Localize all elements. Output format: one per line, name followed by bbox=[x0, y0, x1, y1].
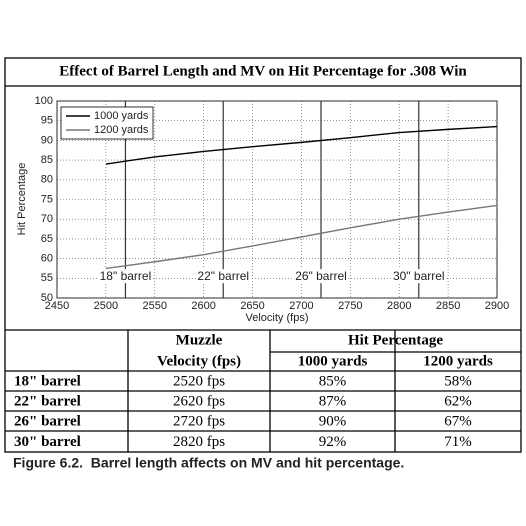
legend-label: 1000 yards bbox=[94, 110, 149, 122]
table-cell: 2620 fps bbox=[173, 393, 225, 409]
x-tick-label: 2900 bbox=[485, 300, 509, 312]
y-tick-label: 55 bbox=[41, 272, 53, 284]
row-label: 18" barrel bbox=[14, 373, 81, 389]
y-axis-label: Hit Percentage bbox=[16, 163, 28, 236]
table-cell: 87% bbox=[319, 393, 347, 409]
header-muzzle: Muzzle bbox=[176, 332, 223, 348]
table-cell: 71% bbox=[444, 434, 472, 450]
table-cell: 2720 fps bbox=[173, 413, 225, 429]
table-cell: 58% bbox=[444, 373, 472, 389]
caption: Figure 6.2. Barrel length affects on MV … bbox=[13, 455, 404, 471]
figure-frame bbox=[4, 57, 522, 453]
y-tick-label: 70 bbox=[41, 213, 53, 225]
barrel-label-bg bbox=[294, 269, 348, 284]
x-tick-label: 2450 bbox=[45, 300, 69, 312]
y-tick-label: 65 bbox=[41, 233, 53, 245]
x-tick-label: 2500 bbox=[94, 300, 118, 312]
header-sub: 1200 yards bbox=[423, 353, 493, 369]
table-cell: 85% bbox=[319, 373, 347, 389]
table-cell: 90% bbox=[319, 413, 347, 429]
y-tick-label: 60 bbox=[41, 253, 53, 265]
row-label: 30" barrel bbox=[14, 434, 81, 450]
row-label: 26" barrel bbox=[14, 413, 81, 429]
y-tick-label: 90 bbox=[41, 134, 53, 146]
y-tick-label: 80 bbox=[41, 174, 53, 186]
barrel-label: 26" barrel bbox=[295, 269, 347, 283]
table-cell: 2820 fps bbox=[173, 434, 225, 450]
x-tick-label: 2750 bbox=[338, 300, 362, 312]
series-line bbox=[105, 204, 498, 270]
x-axis-label: Velocity (fps) bbox=[246, 312, 309, 324]
table-cell: 2520 fps bbox=[173, 373, 225, 389]
header-sub: 1000 yards bbox=[298, 353, 368, 369]
barrel-label: 22" barrel bbox=[197, 269, 249, 283]
barrel-label: 18" barrel bbox=[100, 269, 152, 283]
series-line bbox=[105, 125, 498, 165]
table-cell: 62% bbox=[444, 393, 472, 409]
header-hit: Hit Percentage bbox=[348, 332, 443, 348]
x-tick-label: 2600 bbox=[191, 300, 215, 312]
chart-title: Effect of Barrel Length and MV on Hit Pe… bbox=[59, 63, 467, 79]
plot-frame bbox=[56, 100, 498, 299]
legend-box bbox=[60, 106, 154, 140]
y-tick-label: 100 bbox=[35, 95, 53, 107]
y-tick-label: 95 bbox=[41, 115, 53, 127]
x-tick-label: 2700 bbox=[289, 300, 313, 312]
legend-label: 1200 yards bbox=[94, 124, 149, 136]
barrel-label-bg bbox=[196, 269, 251, 284]
x-tick-label: 2550 bbox=[143, 300, 167, 312]
table-cell: 67% bbox=[444, 413, 472, 429]
row-label: 22" barrel bbox=[14, 393, 81, 409]
y-tick-label: 50 bbox=[41, 292, 53, 304]
y-tick-label: 85 bbox=[41, 154, 53, 166]
barrel-label-bg bbox=[391, 269, 446, 284]
x-tick-label: 2800 bbox=[387, 300, 411, 312]
x-tick-label: 2650 bbox=[240, 300, 264, 312]
y-tick-label: 75 bbox=[41, 193, 53, 205]
barrel-label: 30" barrel bbox=[393, 269, 445, 283]
header-muzzle: Velocity (fps) bbox=[157, 353, 241, 369]
x-tick-label: 2850 bbox=[436, 300, 460, 312]
table-cell: 92% bbox=[319, 434, 347, 450]
barrel-label-bg bbox=[98, 269, 153, 284]
